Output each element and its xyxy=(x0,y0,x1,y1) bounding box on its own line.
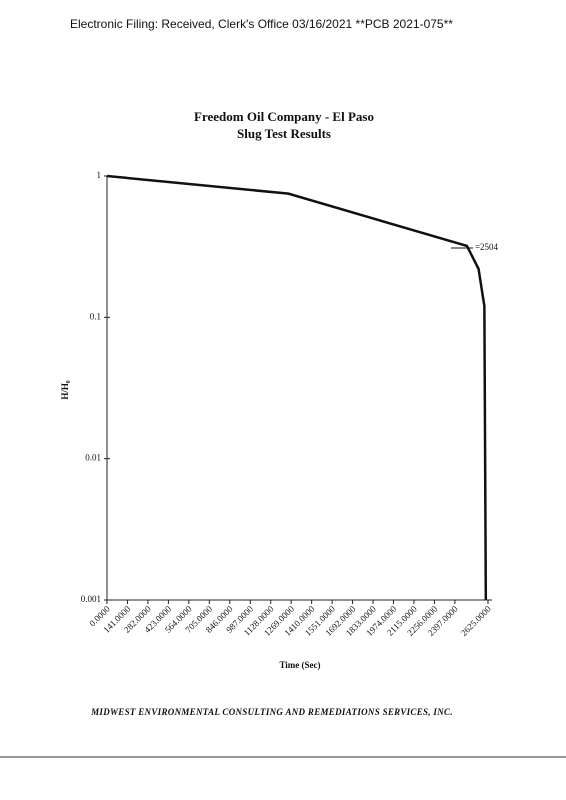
footer: MIDWEST ENVIRONMENTAL CONSULTING AND REM… xyxy=(90,707,453,717)
filing-header: Electronic Filing: Received, Clerk's Off… xyxy=(70,17,453,31)
annotation: =2504 xyxy=(475,242,499,252)
x-axis-label: Time (Sec) xyxy=(279,660,320,670)
y-tick-label: 0.01 xyxy=(85,453,101,463)
y-tick-label: 1 xyxy=(97,170,102,180)
y-axis-label: H/H₀ xyxy=(60,380,70,400)
chart-subtitle: Slug Test Results xyxy=(237,126,331,141)
chart-title: Freedom Oil Company - El Paso xyxy=(194,109,374,124)
x-tick-label: 2625.0000 xyxy=(459,603,493,637)
data-line xyxy=(106,174,488,601)
y-tick-label: 0.001 xyxy=(81,594,101,604)
y-tick-label: 0.1 xyxy=(90,311,101,321)
